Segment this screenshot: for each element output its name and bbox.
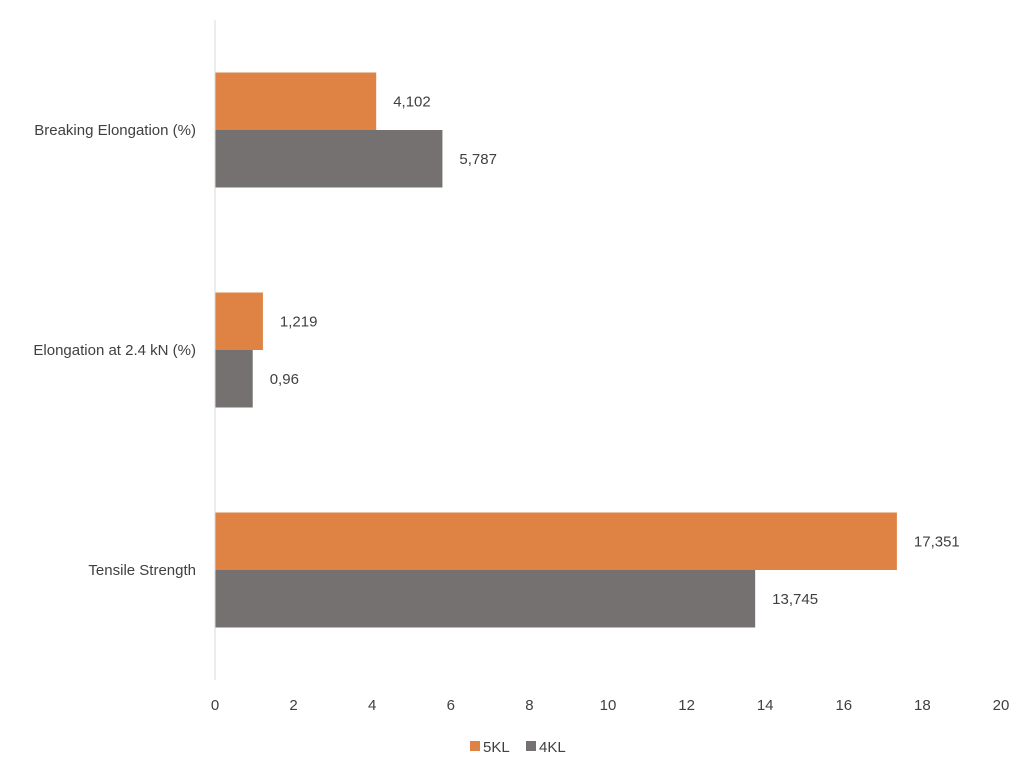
- category-label: Elongation at 2.4 kN (%): [33, 342, 196, 359]
- x-tick-label: 20: [993, 697, 1010, 714]
- x-tick-label: 2: [289, 697, 297, 714]
- bar-5kl: [215, 292, 263, 350]
- x-tick-label: 12: [678, 697, 695, 714]
- x-tick-label: 18: [914, 697, 931, 714]
- data-label: 17,351: [914, 533, 960, 550]
- x-tick-label: 8: [525, 697, 533, 714]
- x-tick-label: 4: [368, 697, 376, 714]
- x-tick-label: 16: [835, 697, 852, 714]
- data-label: 0,96: [270, 371, 299, 388]
- x-tick-label: 0: [211, 697, 219, 714]
- legend-label: 5KL: [483, 739, 510, 756]
- bar-5kl: [215, 72, 377, 130]
- legend-label: 4KL: [539, 739, 566, 756]
- data-label: 5,787: [459, 151, 497, 168]
- x-tick-label: 10: [600, 697, 617, 714]
- legend-swatch-5kl: [470, 741, 480, 751]
- category-label: Breaking Elongation (%): [34, 122, 196, 139]
- x-tick-label: 6: [447, 697, 455, 714]
- bar-4kl: [215, 350, 253, 408]
- legend-swatch-4kl: [526, 741, 536, 751]
- bar-5kl: [215, 512, 897, 570]
- bar-4kl: [215, 570, 756, 628]
- data-label: 13,745: [772, 591, 818, 608]
- data-label: 1,219: [280, 313, 318, 330]
- data-label: 4,102: [393, 93, 431, 110]
- bar-4kl: [215, 130, 443, 188]
- category-label: Tensile Strength: [88, 562, 196, 579]
- x-tick-label: 14: [757, 697, 774, 714]
